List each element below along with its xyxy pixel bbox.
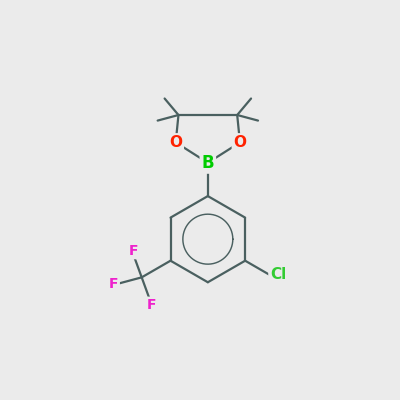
Text: Cl: Cl [270,267,286,282]
Text: F: F [129,244,138,258]
Text: F: F [109,277,118,291]
Text: O: O [234,135,246,150]
Text: O: O [169,135,182,150]
Text: F: F [147,298,157,312]
Text: B: B [202,154,214,172]
